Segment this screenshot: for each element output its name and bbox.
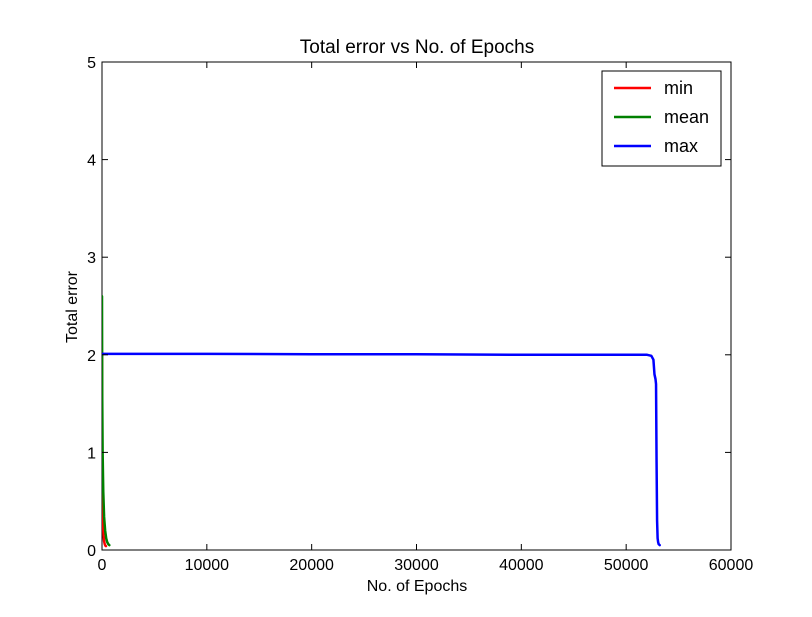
x-axis-label: No. of Epochs xyxy=(367,578,468,595)
x-tick-label: 20000 xyxy=(289,557,334,574)
series-layer xyxy=(102,294,661,548)
x-tick-label: 60000 xyxy=(709,557,754,574)
legend: min mean max xyxy=(601,70,722,167)
series-line-mean xyxy=(102,294,111,547)
x-tick-label: 40000 xyxy=(499,557,544,574)
x-tick-label: 50000 xyxy=(604,557,649,574)
y-tick-label: 0 xyxy=(87,543,96,560)
legend-label-max: max xyxy=(664,136,698,156)
x-tick-label: 30000 xyxy=(394,557,439,574)
y-tick-label: 3 xyxy=(87,250,96,267)
x-tick-label: 10000 xyxy=(185,557,230,574)
legend-label-min: min xyxy=(664,78,693,98)
y-tick-label: 2 xyxy=(87,348,96,365)
y-tick-label: 5 xyxy=(87,55,96,72)
chart-title: Total error vs No. of Epochs xyxy=(300,37,534,58)
y-axis-label: Total error xyxy=(64,270,81,343)
series-line-max xyxy=(102,352,661,547)
y-tick-label: 4 xyxy=(87,153,96,170)
x-tick-label: 0 xyxy=(98,557,107,574)
legend-label-mean: mean xyxy=(664,107,709,127)
y-tick-label: 1 xyxy=(87,445,96,462)
ticks-layer: 0 10000 20000 30000 40000 50000 60000 0 1 2 3 4 5 xyxy=(87,55,753,574)
